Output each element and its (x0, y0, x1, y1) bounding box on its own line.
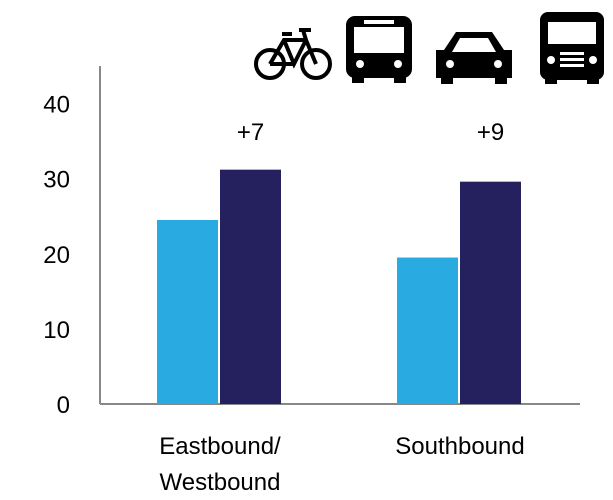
category-label: Southbound (395, 433, 524, 460)
bar-series1-2 (397, 257, 458, 404)
bar-annotation: +9 (477, 119, 504, 146)
y-tick-label: 10 (43, 317, 70, 344)
bar-series1-1 (157, 219, 218, 404)
bar-annotations: +7 +9 (237, 119, 504, 146)
bar-series2-2 (460, 181, 521, 404)
bar-annotation: +7 (237, 119, 264, 146)
bar-series2-1 (220, 169, 281, 404)
bicycle-icon (254, 28, 332, 80)
vehicle-icons (254, 12, 604, 84)
y-tick-label: 40 (43, 92, 70, 119)
bars (157, 169, 521, 404)
category-label: Eastbound/ (159, 433, 281, 460)
y-tick-label: 20 (43, 242, 70, 269)
car-icon (436, 32, 512, 84)
y-tick-label: 0 (57, 392, 70, 419)
truck-icon (540, 12, 604, 84)
bus-icon (346, 16, 412, 83)
category-label: Westbound (160, 469, 281, 496)
category-labels: Eastbound/Westbound Southbound (159, 433, 524, 496)
y-tick-label: 30 (43, 167, 70, 194)
y-tick-labels: 0 10 20 30 40 (43, 92, 70, 419)
